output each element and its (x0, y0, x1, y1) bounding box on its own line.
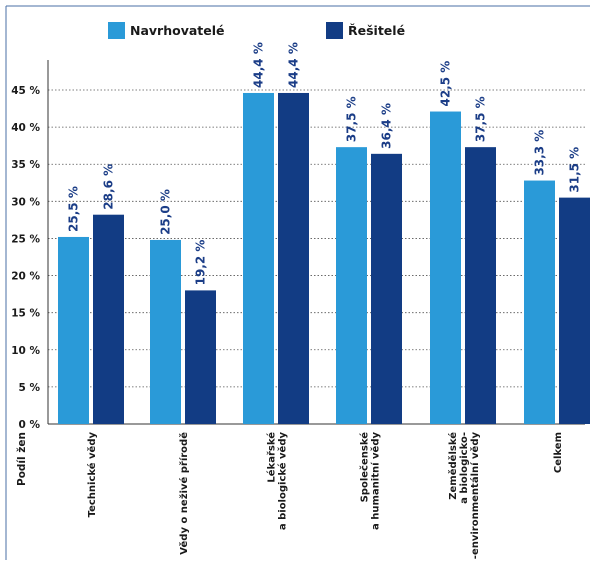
data-label: 36,4 % (380, 103, 394, 149)
x-category-label: Celkem (553, 432, 564, 473)
x-category-label: Zemědělské (447, 432, 459, 500)
data-label: 19,2 % (194, 240, 208, 286)
x-category-label: Technické vědy (86, 432, 98, 518)
data-label: 25,0 % (159, 189, 173, 235)
data-label: 42,5 % (439, 61, 453, 107)
y-tick-label: 35 % (11, 159, 40, 171)
y-tick-label: 10 % (11, 345, 40, 357)
bar-navrhovatele (336, 147, 367, 424)
y-tick-label: 15 % (11, 308, 40, 320)
data-label: 44,4 % (287, 42, 301, 88)
x-category-label: a humanitní vědy (370, 432, 382, 530)
bar-resitele (371, 153, 402, 424)
bar-navrhovatele (58, 236, 89, 424)
bar-navrhovatele (524, 180, 555, 424)
y-tick-label: 0 % (19, 419, 41, 431)
bar-resitele (278, 92, 309, 425)
legend-swatch-1 (108, 22, 125, 39)
y-tick-label: 30 % (11, 196, 40, 208)
data-label: 25,5 % (67, 186, 81, 232)
bar-resitele (93, 214, 124, 424)
data-label: 33,3 % (533, 130, 547, 176)
y-tick-label: 45 % (11, 85, 40, 97)
bar-resitele (185, 290, 216, 424)
bar-navrhovatele (430, 111, 461, 424)
data-label: 44,4 % (252, 42, 266, 88)
y-tick-label: 20 % (11, 271, 40, 283)
x-category-label: Společenské (359, 432, 371, 503)
y-tick-label: 5 % (19, 382, 41, 394)
y-axis-title: Podíl žen (16, 432, 28, 486)
bar-navrhovatele (150, 239, 181, 424)
x-category-label: a biologické vědy (277, 432, 289, 531)
legend-label-1: Navrhovatelé (130, 23, 225, 38)
legend-label-2: Řešitelé (348, 23, 405, 38)
x-category-label: -environmentální vědy (469, 432, 481, 560)
bar-navrhovatele (243, 92, 274, 425)
data-label: 37,5 % (474, 96, 488, 142)
legend-swatch-2 (326, 22, 343, 39)
data-label: 31,5 % (568, 147, 582, 193)
y-tick-label: 25 % (11, 233, 40, 245)
y-tick-label: 40 % (11, 122, 40, 134)
x-category-label: a biologicko- (459, 432, 470, 504)
x-category-label: Vědy o neživé přírodě (178, 432, 190, 555)
bar-resitele (465, 147, 496, 424)
bar-resitele (559, 197, 590, 424)
x-category-label: Lékařské (266, 432, 278, 483)
data-label: 37,5 % (345, 96, 359, 142)
data-label: 28,6 % (102, 164, 116, 210)
